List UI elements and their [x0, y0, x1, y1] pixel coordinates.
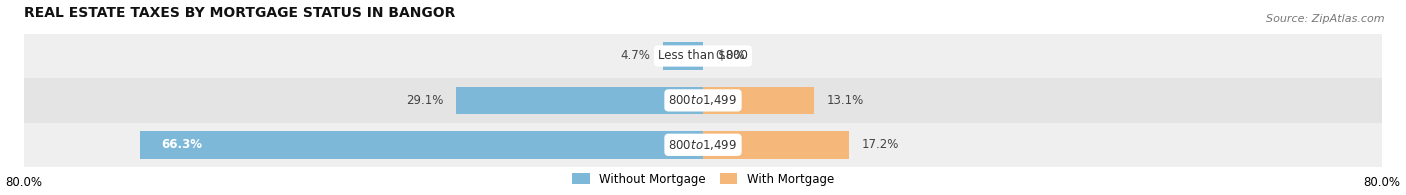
Text: Source: ZipAtlas.com: Source: ZipAtlas.com — [1267, 14, 1385, 24]
Bar — [141, 131, 703, 159]
Text: 4.7%: 4.7% — [620, 50, 651, 62]
Bar — [24, 34, 1382, 78]
Bar — [456, 87, 703, 114]
Text: $800 to $1,499: $800 to $1,499 — [668, 138, 738, 152]
Text: REAL ESTATE TAXES BY MORTGAGE STATUS IN BANGOR: REAL ESTATE TAXES BY MORTGAGE STATUS IN … — [24, 5, 456, 20]
Bar — [703, 131, 849, 159]
Text: Less than $800: Less than $800 — [658, 50, 748, 62]
Bar — [24, 78, 1382, 123]
Text: 0.0%: 0.0% — [716, 50, 745, 62]
Text: 66.3%: 66.3% — [162, 138, 202, 151]
Text: 29.1%: 29.1% — [406, 94, 443, 107]
Text: 17.2%: 17.2% — [862, 138, 898, 151]
Bar — [703, 87, 814, 114]
Text: 13.1%: 13.1% — [827, 94, 865, 107]
Legend: Without Mortgage, With Mortgage: Without Mortgage, With Mortgage — [572, 173, 834, 186]
Bar — [24, 123, 1382, 167]
Text: $800 to $1,499: $800 to $1,499 — [668, 93, 738, 107]
Bar — [664, 42, 703, 70]
